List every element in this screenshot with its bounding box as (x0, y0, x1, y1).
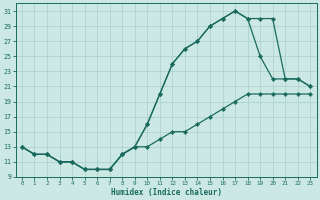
X-axis label: Humidex (Indice chaleur): Humidex (Indice chaleur) (111, 188, 221, 197)
